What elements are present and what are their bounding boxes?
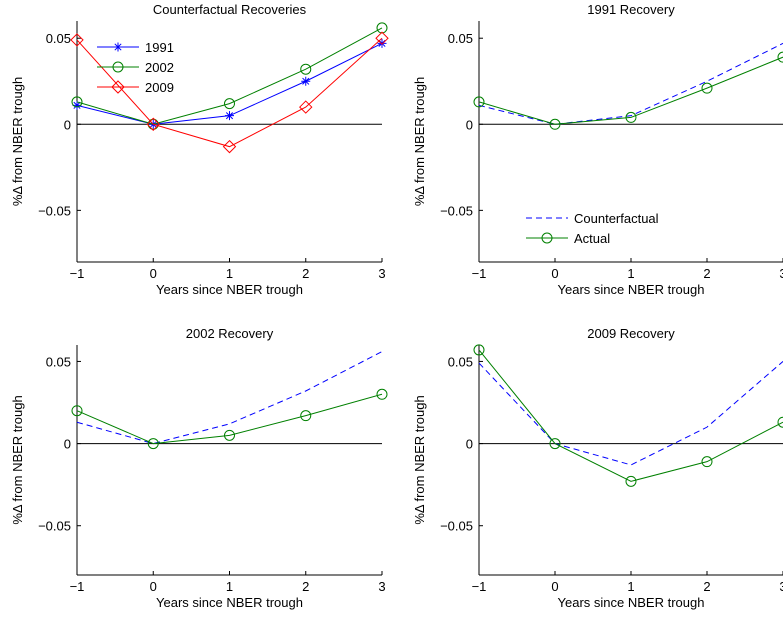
data-point-actual [147,438,159,450]
y-axis-label: %Δ from NBER trough [412,77,427,206]
y-tick-label: 0.05 [46,354,71,369]
y-axis-label: %Δ from NBER trough [10,395,25,524]
x-axis-label: Years since NBER trough [558,595,705,610]
data-point-actual [473,96,485,108]
y-tick-label: 0.05 [448,354,473,369]
data-point-actual [701,456,713,468]
data-point-actual [701,82,713,94]
chart-title: 2009 Recovery [587,326,675,341]
x-axis-label: Years since NBER trough [156,282,303,297]
x-axis-label: Years since NBER trough [156,595,303,610]
data-point-2002 [147,118,159,130]
x-tick-label: 1 [226,266,233,281]
x-tick-label: 1 [226,579,233,594]
x-tick-label: 1 [627,579,634,594]
data-point-1991 [225,111,234,121]
chart-title: 1991 Recovery [587,2,675,17]
x-tick-label: 3 [378,266,385,281]
legend: 1991 2002 2009 [97,40,174,95]
x-tick-label: 3 [779,266,783,281]
chart-panel-2: −1 0 1 2 3 0.05 0 −0.05 1991 Recovery Years since… [412,2,783,297]
data-point-1991 [301,76,311,86]
y-axis-label: %Δ from NBER trough [412,395,427,524]
data-point-2002 [376,22,388,34]
y-tick-label: 0 [466,437,473,452]
legend-label-1991: 1991 [145,40,174,55]
x-tick-label: 2 [302,266,309,281]
data-point-actual [376,388,388,400]
chart-panel-4: −1 0 1 2 3 0.05 0 −0.05 2009 Recovery Years since… [412,326,783,610]
series-line-counterfactual [76,351,383,445]
legend-marker-actual [541,232,553,244]
chart-title: 2002 Recovery [186,326,274,341]
legend-marker-2009 [111,80,125,94]
series-line-actual [76,393,383,445]
data-point-actual [549,438,561,450]
x-tick-label: 1 [627,266,634,281]
series-line-2002 [76,27,383,125]
y-tick-label: 0 [466,117,473,132]
y-tick-label: −0.05 [38,203,71,218]
y-tick-label: −0.05 [440,203,473,218]
data-point-2002 [300,63,312,75]
x-tick-label: 0 [150,266,157,281]
y-tick-label: −0.05 [38,519,71,534]
data-point-2002 [224,98,235,110]
x-tick-label: 2 [703,266,710,281]
legend-marker-2002 [112,61,124,73]
legend-label-counterfactual: Counterfactual [574,211,659,226]
legend-label-2002: 2002 [145,60,174,75]
y-tick-label: 0 [64,117,71,132]
data-point-2009 [375,31,389,45]
data-point-2009 [146,117,160,131]
series-line-2009 [76,37,383,148]
data-point-2009 [299,100,313,114]
data-point-actual [549,118,561,130]
x-tick-label: 2 [302,579,309,594]
x-tick-label: 3 [378,579,385,594]
series-line-counterfactual [478,361,783,466]
chart-panel-3: −1 0 1 2 3 0.05 0 −0.05 2002 Recovery Years since… [10,326,388,610]
x-axis-label: Years since NBER trough [558,282,705,297]
x-tick-label: −1 [472,579,487,594]
data-point-2009 [222,139,237,154]
x-tick-label: 0 [150,579,157,594]
x-tick-label: −1 [472,266,487,281]
x-tick-label: 0 [551,266,558,281]
data-point-actual [777,416,783,428]
legend-label-2009: 2009 [145,80,174,95]
chart-panel-1: −1 0 1 2 3 0.05 0 −0.05 Counterfactual Recoverie… [10,2,389,297]
data-point-actual [625,111,637,123]
y-tick-label: 0 [64,437,71,452]
data-point-actual [224,429,235,441]
series-line-actual [478,349,783,482]
data-point-1991 [377,38,387,48]
y-axis-label: %Δ from NBER trough [10,77,25,206]
x-tick-label: 0 [551,579,558,594]
legend: Counterfactual Actual [526,211,659,246]
x-tick-label: 2 [703,579,710,594]
y-tick-label: −0.05 [440,519,473,534]
y-tick-label: 0.05 [46,31,71,46]
legend-label-actual: Actual [574,231,610,246]
y-tick-label: 0.05 [448,31,473,46]
data-point-2002 [71,96,83,108]
series-line-actual [478,56,783,125]
x-tick-label: −1 [70,266,85,281]
series-line-counterfactual [478,42,783,125]
data-point-actual [473,344,485,356]
data-point-1991 [72,100,82,110]
data-point-actual [300,410,312,422]
x-tick-label: −1 [70,579,85,594]
data-point-2009 [70,33,84,47]
data-point-actual [625,475,637,487]
chart-title: Counterfactual Recoveries [153,2,307,17]
data-point-actual [777,51,783,63]
data-point-actual [71,405,83,417]
legend-marker-1991 [113,42,123,52]
x-tick-label: 3 [779,579,783,594]
